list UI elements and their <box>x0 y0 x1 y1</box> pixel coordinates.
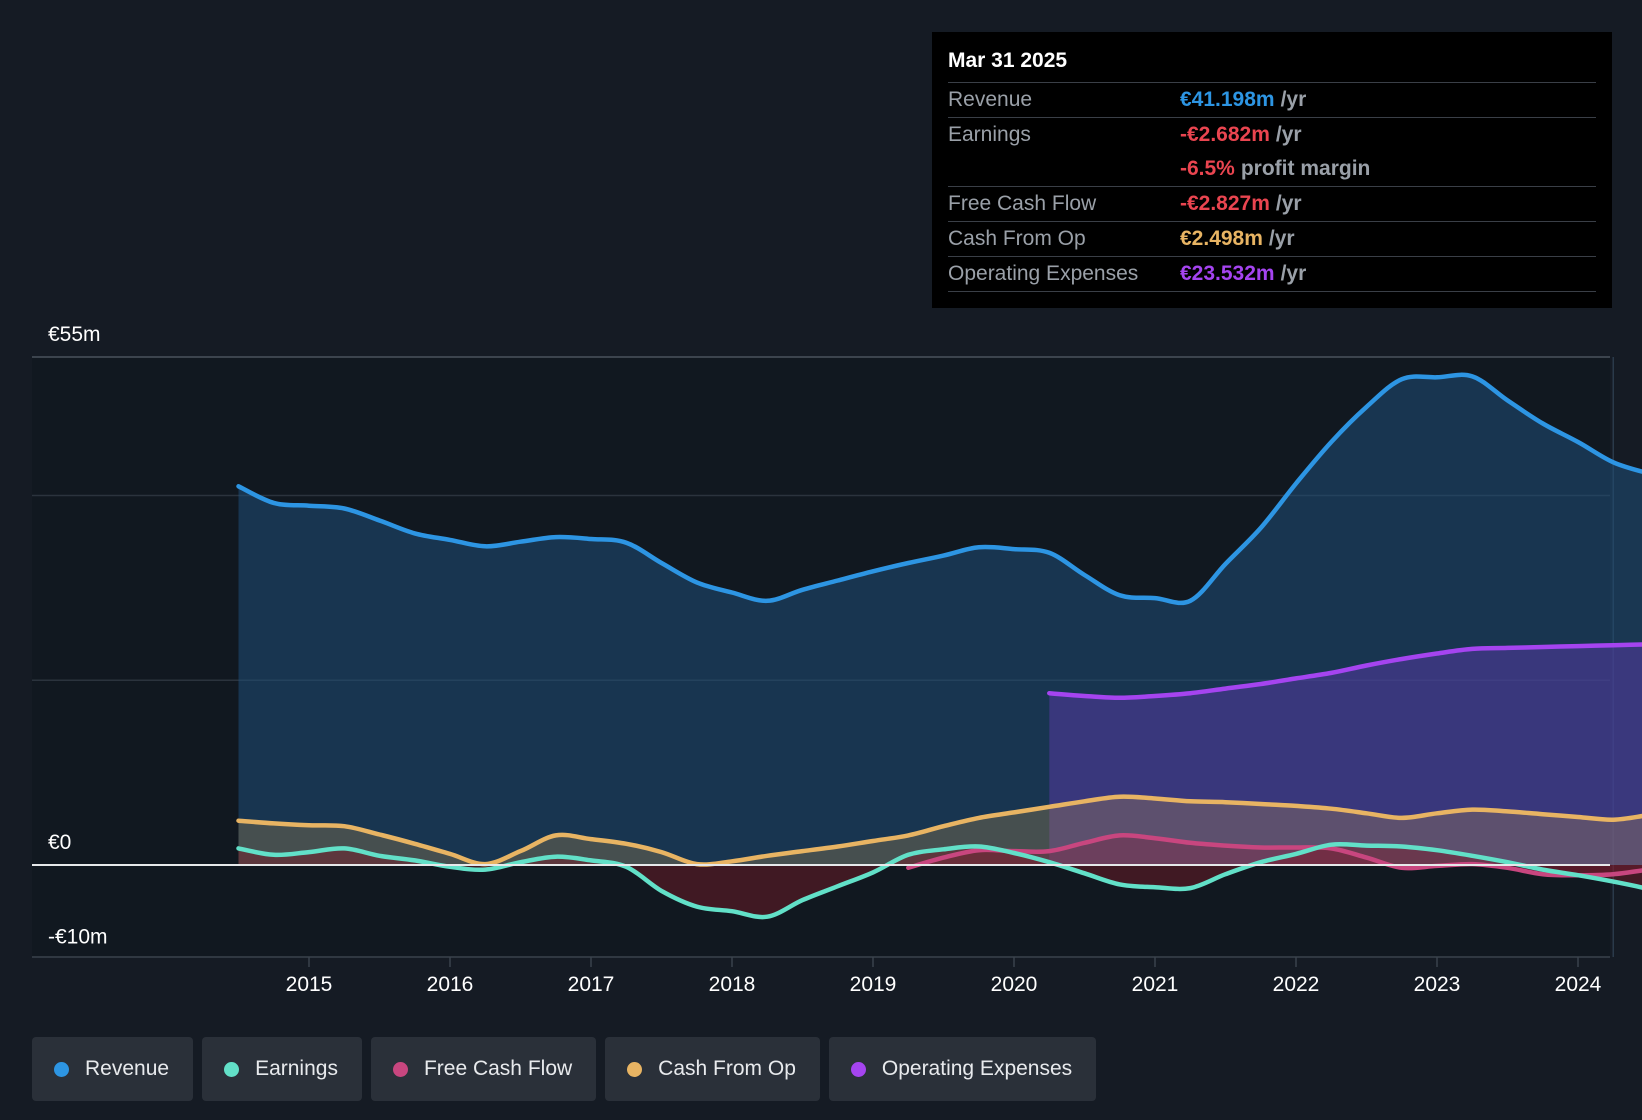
legend-dot-icon <box>224 1061 240 1077</box>
tooltip-value: -6.5% <box>1180 157 1235 180</box>
x-tick-label: 2017 <box>568 973 615 996</box>
tooltip-unit: /yr <box>1280 262 1307 285</box>
legend-item-free-cash-flow[interactable]: Free Cash Flow <box>370 1037 597 1101</box>
tooltip-row-revenue: Revenue €41.198m /yr <box>948 83 1596 118</box>
area-free-cash-flow <box>908 835 1642 876</box>
line-cash-from-op <box>236 794 1642 867</box>
line-earnings <box>236 841 1642 920</box>
y-tick-label: €55m <box>48 323 101 346</box>
tooltip-label: Earnings <box>948 123 1031 146</box>
tooltip-label <box>948 152 1180 186</box>
x-tick-label: 2021 <box>1132 973 1179 996</box>
tooltip-row-operating-expenses: Operating Expenses €23.532m /yr <box>948 257 1596 292</box>
x-tick-label: 2016 <box>427 973 474 996</box>
line-free-cash-flow <box>906 833 1642 878</box>
tooltip-label: Free Cash Flow <box>948 192 1097 215</box>
x-tick-label: 2024 <box>1555 973 1602 996</box>
x-tick-label: 2023 <box>1414 973 1461 996</box>
legend-label: Revenue <box>85 1057 170 1080</box>
line-operating-expenses <box>1047 642 1642 701</box>
tooltip-value: €2.498m <box>1180 227 1263 250</box>
legend-label: Cash From Op <box>658 1057 796 1080</box>
tooltip-value: -€2.827m <box>1180 192 1270 215</box>
tooltip-row-cash-from-op: Cash From Op €2.498m /yr <box>948 222 1596 257</box>
legend-dot-icon <box>392 1061 408 1077</box>
legend-label: Operating Expenses <box>881 1057 1073 1080</box>
tooltip-row-earnings: Earnings -€2.682m /yr <box>948 118 1596 152</box>
legend-label: Free Cash Flow <box>423 1057 573 1080</box>
tooltip-unit: /yr <box>1268 227 1295 250</box>
legend-dot-icon <box>627 1061 643 1077</box>
tooltip-unit: /yr <box>1275 123 1302 146</box>
tooltip-unit: /yr <box>1275 192 1302 215</box>
tooltip-label: Revenue <box>948 88 1033 111</box>
x-tick-label: 2018 <box>709 973 756 996</box>
tooltip-unit: profit margin <box>1240 157 1371 180</box>
x-tick-label: 2022 <box>1273 973 1320 996</box>
y-tick-label: -€10m <box>48 925 108 948</box>
y-axis-labels: €55m €0 -€10m <box>48 323 108 948</box>
legend-item-revenue[interactable]: Revenue <box>32 1037 194 1101</box>
tooltip-value: -€2.682m <box>1180 123 1270 146</box>
tooltip-label: Cash From Op <box>948 227 1086 250</box>
tooltip-label: Operating Expenses <box>948 262 1139 285</box>
legend-label: Earnings <box>255 1057 338 1080</box>
legend-dot-icon <box>850 1061 866 1077</box>
tooltip-value: €23.532m <box>1180 262 1275 285</box>
x-axis-labels: 2015 2016 2017 2018 2019 2020 2021 2022 2023 2024… <box>286 957 1602 996</box>
x-tick-label: 2015 <box>286 973 333 996</box>
series-lines <box>32 372 1642 920</box>
x-tick-label: 2020 <box>991 973 1038 996</box>
tooltip-date: Mar 31 2025 <box>948 46 1596 83</box>
x-tick-label: 2019 <box>850 973 897 996</box>
legend-item-cash-from-op[interactable]: Cash From Op <box>605 1037 820 1101</box>
y-tick-label: €0 <box>48 831 71 854</box>
legend-item-operating-expenses[interactable]: Operating Expenses <box>828 1037 1097 1101</box>
tooltip-row-free-cash-flow: Free Cash Flow -€2.827m /yr <box>948 187 1596 222</box>
line-revenue <box>236 372 1642 606</box>
tooltip-unit: /yr <box>1280 88 1307 111</box>
legend-dot-icon <box>54 1061 69 1077</box>
tooltip-row-profit-margin: -6.5% profit margin <box>948 152 1596 187</box>
series-areas <box>238 374 1642 918</box>
legend: Revenue Earnings Free Cash Flow Cash Fro… <box>32 1037 1105 1101</box>
legend-item-earnings[interactable]: Earnings <box>202 1037 362 1101</box>
tooltip-panel: Mar 31 2025 Revenue €41.198m /yr Earning… <box>932 32 1612 308</box>
tooltip-value: €41.198m <box>1180 88 1275 111</box>
